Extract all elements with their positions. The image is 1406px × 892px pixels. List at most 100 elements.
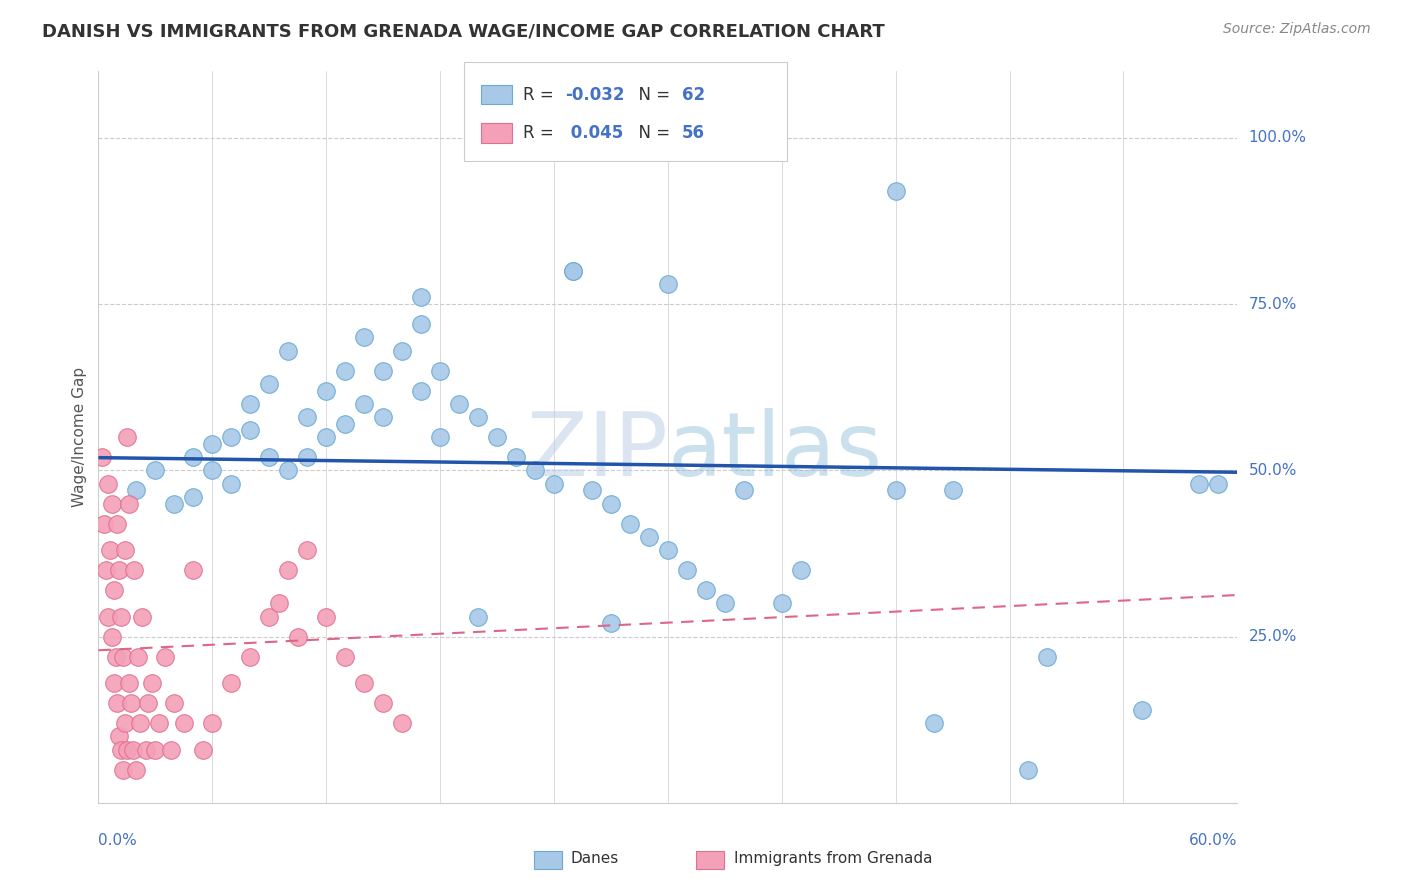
Point: [145, 463, 167, 477]
Point: [600, 497, 623, 511]
Point: [141, 676, 163, 690]
Point: [183, 490, 205, 504]
Text: 50.0%: 50.0%: [1249, 463, 1296, 478]
Point: [145, 742, 167, 756]
Point: [543, 476, 565, 491]
Point: [297, 543, 319, 558]
Text: -0.032: -0.032: [565, 86, 624, 103]
Point: [115, 742, 138, 756]
Point: [315, 384, 337, 398]
Point: [114, 543, 136, 558]
Point: [108, 563, 131, 577]
Point: [524, 463, 547, 477]
Point: [148, 716, 170, 731]
Point: [1188, 476, 1211, 491]
Point: [695, 582, 717, 597]
Point: [98, 543, 121, 558]
Point: [884, 483, 907, 498]
Point: [429, 430, 451, 444]
Point: [353, 676, 375, 690]
Point: [486, 430, 509, 444]
Point: [201, 463, 224, 477]
Point: [97, 476, 120, 491]
Point: [1208, 476, 1230, 491]
Point: [297, 410, 319, 425]
Text: R =: R =: [523, 124, 560, 142]
Point: [183, 563, 205, 577]
Point: [429, 363, 451, 377]
Point: [371, 410, 394, 425]
Point: [335, 417, 357, 431]
Point: [93, 516, 115, 531]
Text: R =: R =: [523, 86, 560, 103]
Point: [159, 742, 181, 756]
Point: [153, 649, 176, 664]
Point: [353, 397, 375, 411]
Point: [108, 729, 131, 743]
Point: [942, 483, 965, 498]
Point: [267, 596, 290, 610]
Point: [221, 430, 243, 444]
Point: [115, 430, 138, 444]
Point: [1132, 703, 1154, 717]
Point: [183, 450, 205, 464]
Point: [467, 609, 489, 624]
Point: [562, 264, 585, 278]
Point: [201, 716, 224, 731]
Point: [277, 463, 299, 477]
Point: [770, 596, 793, 610]
Point: [277, 343, 299, 358]
Text: Immigrants from Grenada: Immigrants from Grenada: [734, 852, 932, 866]
Point: [91, 450, 114, 464]
Text: 56: 56: [682, 124, 704, 142]
Point: [714, 596, 737, 610]
Point: [100, 630, 122, 644]
Y-axis label: Wage/Income Gap: Wage/Income Gap: [72, 367, 87, 508]
Point: [104, 649, 127, 664]
Point: [581, 483, 603, 498]
Point: [449, 397, 471, 411]
Text: Source: ZipAtlas.com: Source: ZipAtlas.com: [1223, 22, 1371, 37]
Point: [467, 410, 489, 425]
Point: [884, 184, 907, 198]
Point: [505, 450, 527, 464]
Point: [163, 696, 186, 710]
Point: [107, 696, 129, 710]
Point: [221, 676, 243, 690]
Point: [411, 290, 433, 304]
Point: [335, 649, 357, 664]
Point: [790, 563, 813, 577]
Text: 75.0%: 75.0%: [1249, 297, 1296, 311]
Point: [657, 543, 679, 558]
Text: DANISH VS IMMIGRANTS FROM GRENADA WAGE/INCOME GAP CORRELATION CHART: DANISH VS IMMIGRANTS FROM GRENADA WAGE/I…: [42, 22, 884, 40]
Point: [201, 436, 224, 450]
Point: [124, 563, 146, 577]
Point: [191, 742, 214, 756]
Point: [136, 696, 159, 710]
Point: [315, 609, 337, 624]
Point: [110, 609, 132, 624]
Point: [411, 317, 433, 331]
Text: 0.045: 0.045: [565, 124, 623, 142]
Text: ZIP: ZIP: [527, 409, 668, 495]
Text: Danes: Danes: [571, 852, 619, 866]
Point: [163, 497, 186, 511]
Point: [239, 397, 262, 411]
Point: [638, 530, 661, 544]
Point: [676, 563, 699, 577]
Point: [411, 384, 433, 398]
Point: [107, 516, 129, 531]
Point: [173, 716, 195, 731]
Text: N =: N =: [628, 124, 676, 142]
Point: [121, 742, 143, 756]
Point: [221, 476, 243, 491]
Point: [259, 450, 281, 464]
Point: [277, 563, 299, 577]
Text: N =: N =: [628, 86, 676, 103]
Point: [391, 343, 413, 358]
Point: [297, 450, 319, 464]
Point: [100, 497, 122, 511]
Point: [118, 497, 141, 511]
Point: [112, 763, 135, 777]
Text: 0.0%: 0.0%: [98, 833, 138, 848]
